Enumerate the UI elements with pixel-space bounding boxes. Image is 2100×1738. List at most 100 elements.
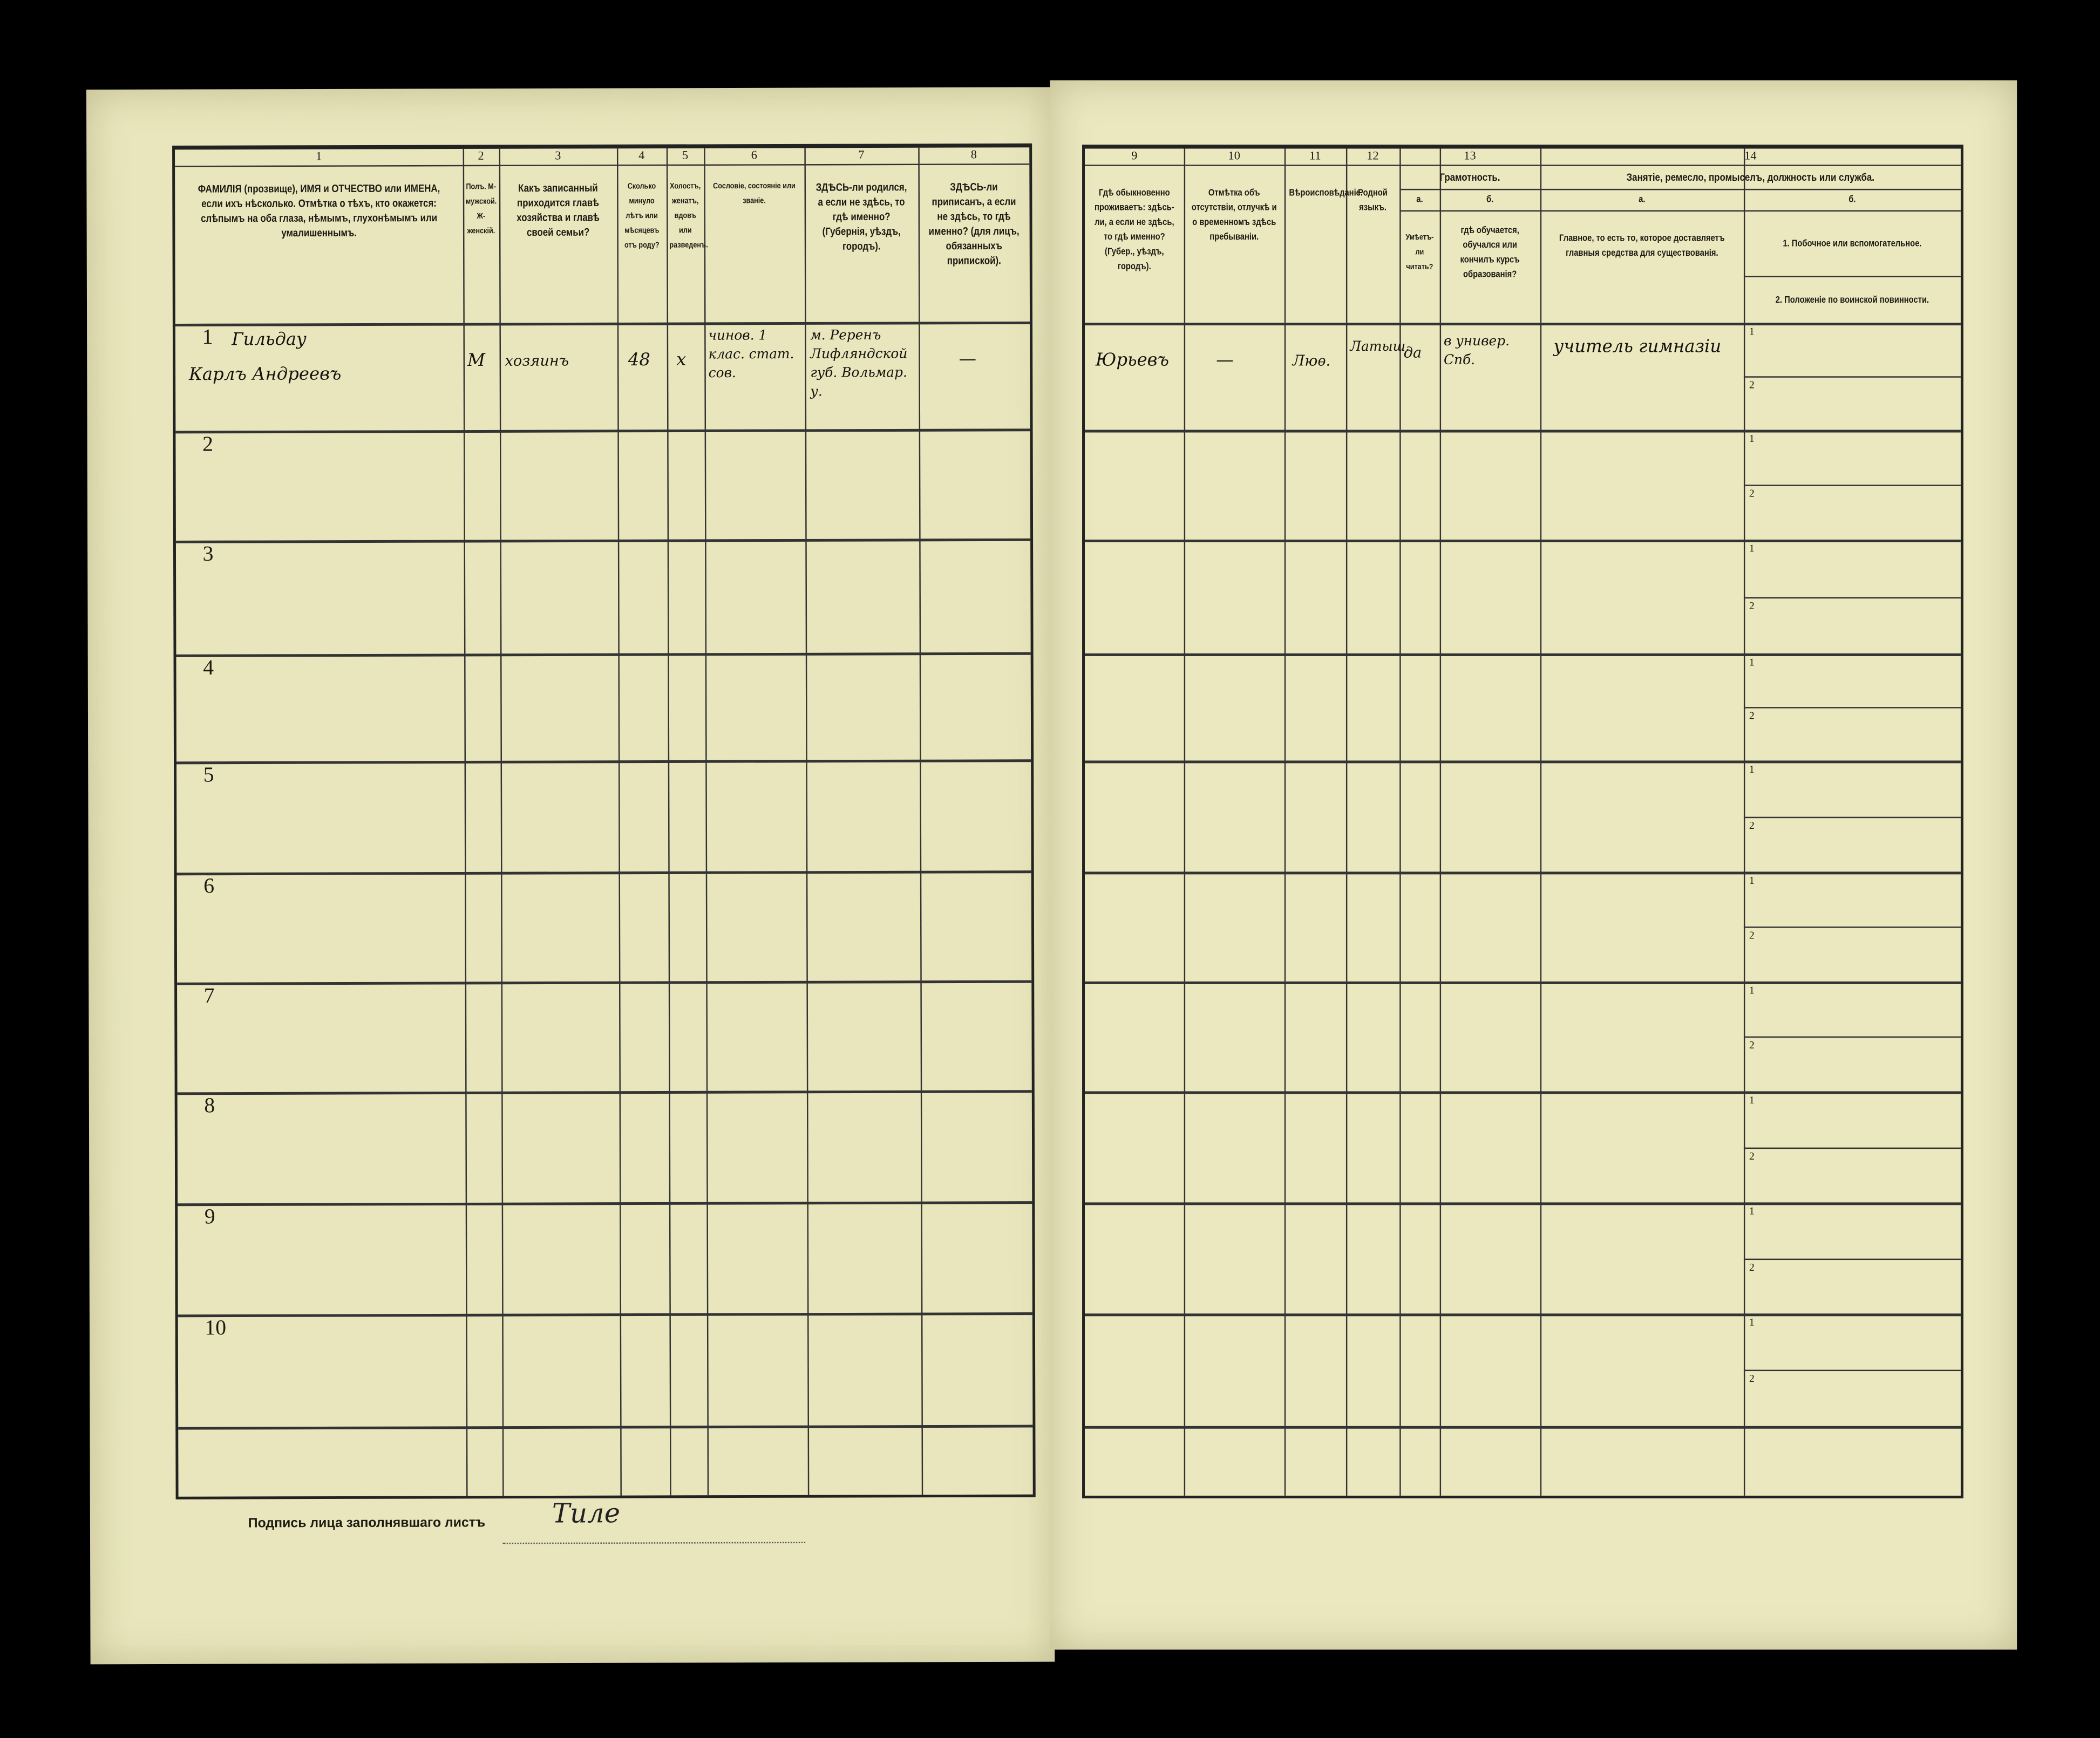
right-page: 9 Гдѣ обыкновенно проживаетъ: здѣсь-ли, а… bbox=[1050, 80, 2017, 1650]
row-divider bbox=[1085, 1313, 1961, 1317]
column-header: Гдѣ обыкновенно проживаетъ: здѣсь-ли, а … bbox=[1094, 188, 1174, 272]
row-divider bbox=[1085, 1426, 1961, 1429]
column-number: 10 bbox=[1228, 148, 1240, 162]
entry-estate: чинов. 1 клас. стат. сов. bbox=[708, 329, 794, 381]
column-number: 12 bbox=[1367, 148, 1379, 162]
column-number: 3 bbox=[555, 148, 561, 162]
entry-birthplace: м. Реренъ Лифляндской губ. Вольмар. у. bbox=[810, 328, 908, 400]
column-divider bbox=[1345, 148, 1348, 1496]
row-divider bbox=[1085, 540, 1961, 543]
column-divider bbox=[666, 148, 671, 1496]
sub-number: 1 bbox=[1749, 1316, 1755, 1328]
entry-language: Латыш. bbox=[1350, 340, 1410, 355]
row-divider bbox=[178, 1425, 1033, 1430]
right-table: 9 Гдѣ обыкновенно проживаетъ: здѣсь-ли, а… bbox=[1082, 145, 1963, 1498]
column-divider bbox=[1743, 148, 1745, 1496]
row-number: 3 bbox=[202, 543, 214, 566]
occupation-b1: 1. Побочное или вспомогательное. bbox=[1783, 240, 1922, 249]
row-number: 1 bbox=[202, 326, 213, 349]
sub-number: 2 bbox=[1749, 1149, 1755, 1162]
column-header: ФАМИЛІЯ (прозвище), ИМЯ и ОТЧЕСТВО или И… bbox=[198, 182, 440, 240]
header-rule bbox=[1085, 165, 1961, 166]
row-divider bbox=[1085, 981, 1961, 984]
occupation-b2: 2. Положеніе по воинской повинности. bbox=[1775, 296, 1929, 305]
row-divider bbox=[1085, 323, 1961, 326]
row-divider bbox=[177, 980, 1032, 985]
row-divider bbox=[178, 1312, 1032, 1318]
sub-number: 2 bbox=[1749, 710, 1755, 722]
column-header: Полъ. М-мужской. Ж-женскій. bbox=[465, 183, 497, 236]
sub-header-rule bbox=[1399, 188, 1961, 190]
sub-row-divider bbox=[1743, 376, 1961, 378]
sub-number: 1 bbox=[1749, 656, 1755, 669]
sub-number: 2 bbox=[1749, 819, 1755, 831]
column-header: Какъ записанный приходится главѣ хозяйст… bbox=[516, 182, 600, 238]
row-divider bbox=[1085, 430, 1961, 433]
row-divider bbox=[176, 652, 1031, 657]
sub-number: 1 bbox=[1749, 542, 1755, 555]
sub-header-rule bbox=[1399, 210, 1961, 212]
sub-number: 1 bbox=[1749, 325, 1755, 338]
left-page: 1 ФАМИЛІЯ (прозвище), ИМЯ и ОТЧЕСТВО или … bbox=[86, 87, 1055, 1665]
sub-number: 1 bbox=[1749, 1094, 1755, 1106]
column-divider bbox=[1184, 148, 1186, 1496]
row-divider bbox=[175, 321, 1030, 326]
column-divider bbox=[1439, 148, 1442, 1496]
column-divider bbox=[1399, 148, 1401, 1496]
column-header: ЗДѢСЬ-ли приписанъ, а если не здѣсь, то … bbox=[928, 181, 1020, 267]
column-number: 11 bbox=[1309, 148, 1321, 162]
row-divider bbox=[176, 870, 1031, 876]
column-header: Сословіе, состояніе или званіе. bbox=[713, 182, 796, 206]
row-number: 9 bbox=[204, 1206, 215, 1229]
entry-absence: — bbox=[1216, 351, 1234, 371]
literacy-b-label: б. bbox=[1486, 195, 1494, 205]
literacy-b-header: гдѣ обучается, обучался или кончилъ курс… bbox=[1460, 226, 1520, 280]
header-rule bbox=[175, 163, 1030, 167]
left-table: 1 ФАМИЛІЯ (прозвище), ИМЯ и ОТЧЕСТВО или … bbox=[172, 143, 1036, 1500]
column-divider bbox=[1540, 148, 1542, 1496]
row-number: 4 bbox=[203, 657, 214, 680]
sub-row-divider bbox=[1743, 1258, 1961, 1259]
entry-education: в универ. Спб. bbox=[1444, 335, 1510, 369]
occupation-a-header: Главное, то есть то, которое доставляетъ… bbox=[1559, 234, 1725, 258]
sub-number: 1 bbox=[1749, 1205, 1755, 1217]
column-number: 5 bbox=[682, 148, 689, 162]
column-number: 1 bbox=[316, 149, 322, 163]
sub-row-divider bbox=[1743, 596, 1961, 598]
row-divider bbox=[1085, 871, 1961, 875]
signature-label: Подпись лица заполнявшаго листъ bbox=[248, 1516, 486, 1531]
row-divider bbox=[175, 538, 1031, 543]
column-divider bbox=[1284, 148, 1286, 1496]
row-divider bbox=[175, 428, 1030, 434]
column-number: 7 bbox=[858, 148, 865, 161]
sub-number: 1 bbox=[1749, 763, 1755, 775]
column-number: 6 bbox=[751, 148, 757, 162]
column-divider bbox=[499, 148, 504, 1496]
entry-occupation: учитель гимназіи bbox=[1553, 337, 1722, 358]
sub-row-divider bbox=[1743, 816, 1961, 817]
row-number: 8 bbox=[204, 1095, 215, 1118]
signature: Тиле bbox=[552, 1497, 621, 1529]
literacy-a-header: Умѣетъ-ли читать? bbox=[1405, 234, 1434, 272]
sub-row-divider bbox=[1743, 1147, 1961, 1148]
sub-number: 2 bbox=[1749, 1039, 1755, 1051]
column-header: Отмѣтка объ отсутствіи, отлучкѣ и о врем… bbox=[1191, 188, 1277, 243]
sub-number: 2 bbox=[1749, 599, 1755, 611]
entry-can-read: да bbox=[1403, 344, 1422, 362]
column-number: 4 bbox=[638, 148, 645, 162]
column-divider bbox=[804, 148, 810, 1495]
column-divider bbox=[616, 148, 622, 1496]
sub-row-divider bbox=[1743, 926, 1961, 928]
signature-line bbox=[502, 1542, 806, 1544]
row-number: 6 bbox=[203, 875, 215, 898]
occupation-title: Занятіе, ремесло, промыселъ, должность и… bbox=[1626, 171, 1875, 183]
entry-marital: х bbox=[676, 350, 687, 371]
occupation-a-label: а. bbox=[1639, 195, 1646, 205]
entry-sex: М bbox=[467, 351, 486, 371]
literacy-a-label: а. bbox=[1416, 195, 1423, 205]
sub-number: 1 bbox=[1749, 432, 1755, 445]
entry-religion: Люѳ. bbox=[1292, 352, 1331, 370]
column-number: 9 bbox=[1131, 148, 1138, 162]
entry-relation: хозяинъ bbox=[505, 352, 569, 370]
row-number: 5 bbox=[203, 764, 214, 787]
